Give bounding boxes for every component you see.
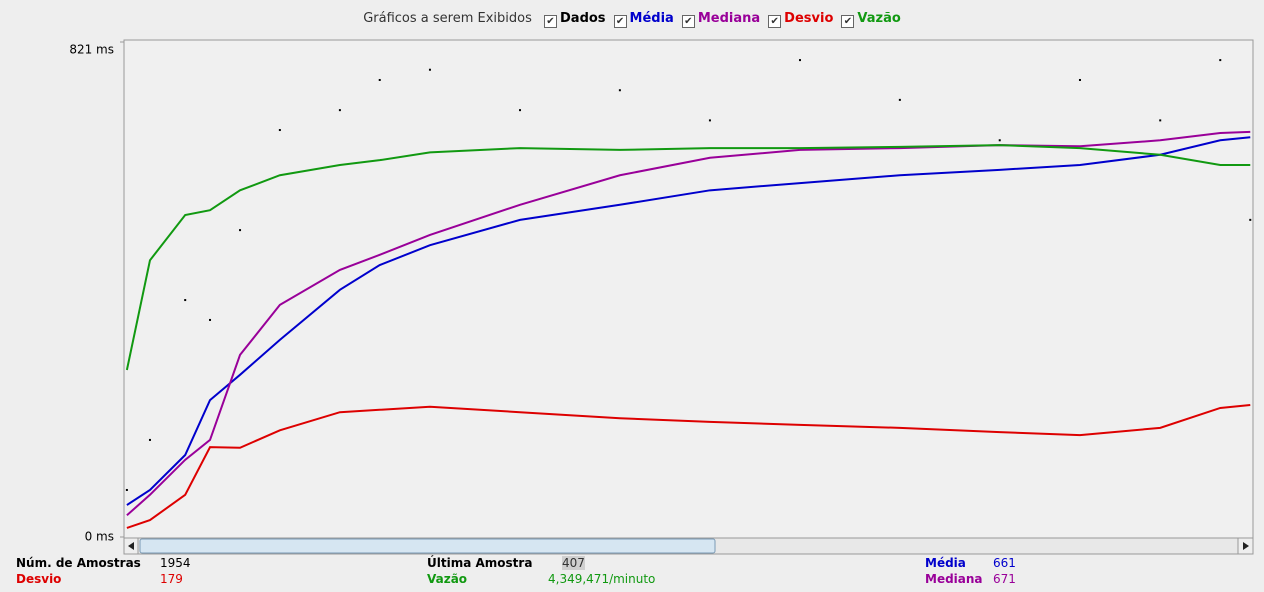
series-line bbox=[125, 144, 1251, 371]
legend-item: ✔ Vazão bbox=[841, 11, 901, 28]
checkbox[interactable]: ✔ bbox=[841, 15, 855, 28]
data-point bbox=[1159, 119, 1162, 122]
data-point bbox=[125, 488, 128, 491]
stat-value: 1954 bbox=[160, 556, 191, 570]
data-point bbox=[998, 139, 1001, 142]
stat-label: Última Amostra bbox=[427, 556, 533, 570]
legend-title: Gráficos a serem Exibidos bbox=[363, 11, 532, 26]
data-point bbox=[148, 438, 151, 441]
data-point bbox=[898, 98, 901, 101]
legend-item: ✔ Mediana bbox=[681, 11, 761, 28]
stat-label: Núm. de Amostras bbox=[16, 556, 141, 570]
data-point bbox=[278, 129, 281, 132]
data-point bbox=[239, 229, 242, 232]
stat-value: 661 bbox=[993, 556, 1016, 570]
series-line bbox=[126, 403, 1251, 529]
legend-label: Dados bbox=[560, 11, 606, 26]
scroll-thumb[interactable] bbox=[139, 538, 716, 554]
checkbox[interactable]: ✔ bbox=[681, 15, 695, 28]
data-point bbox=[1249, 218, 1252, 221]
series-line bbox=[126, 136, 1251, 506]
legend: Gráficos a serem Exibidos ✔ Dados ✔ Média ✔ M… bbox=[0, 11, 1264, 28]
stat-value: 4,349,471/minuto bbox=[548, 572, 656, 586]
data-point bbox=[1219, 59, 1222, 62]
data-point bbox=[184, 299, 187, 302]
data-point bbox=[798, 59, 801, 62]
scroll-left-arrow bbox=[128, 542, 134, 550]
legend-label: Mediana bbox=[697, 11, 761, 26]
scrollbar bbox=[123, 537, 1254, 555]
data-point bbox=[708, 119, 711, 122]
data-point bbox=[1078, 78, 1081, 81]
stat-label: Vazão bbox=[427, 572, 468, 586]
scroll-right-arrow bbox=[1243, 542, 1249, 550]
legend-label: Vazão bbox=[857, 11, 901, 26]
stat-value: 671 bbox=[993, 572, 1016, 586]
y-tick-label: 0 ms bbox=[85, 530, 114, 544]
stat-label: Desvio bbox=[16, 572, 62, 586]
data-point bbox=[209, 318, 212, 321]
data-point bbox=[378, 78, 381, 81]
plot-area bbox=[123, 39, 1254, 539]
data-point bbox=[519, 109, 522, 112]
legend-item: ✔ Dados bbox=[544, 11, 606, 28]
checkbox[interactable]: ✔ bbox=[544, 15, 557, 28]
legend-label: Desvio bbox=[784, 11, 834, 26]
stat-label: Média bbox=[925, 556, 966, 570]
legend-item: ✔ Desvio bbox=[768, 11, 834, 28]
data-point bbox=[428, 68, 431, 71]
legend-label: Média bbox=[629, 11, 674, 26]
stat-value: 179 bbox=[160, 572, 183, 586]
data-point bbox=[618, 89, 621, 92]
series-line bbox=[126, 130, 1251, 517]
stat-label: Mediana bbox=[925, 572, 983, 586]
checkbox[interactable]: ✔ bbox=[613, 15, 627, 28]
stat-value: 407 bbox=[562, 556, 585, 570]
y-tick-label: 821 ms bbox=[69, 43, 114, 57]
checkbox[interactable]: ✔ bbox=[768, 15, 782, 28]
data-point bbox=[338, 109, 341, 112]
legend-item: ✔ Média bbox=[613, 11, 674, 28]
